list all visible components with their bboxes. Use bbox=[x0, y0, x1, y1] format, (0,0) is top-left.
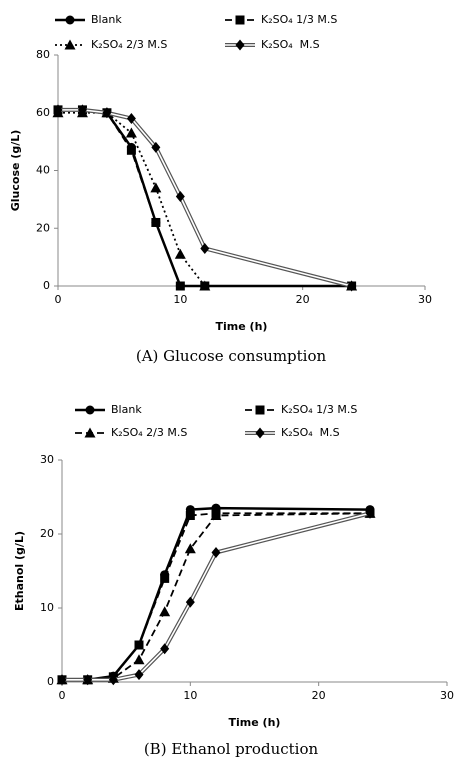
marker bbox=[126, 113, 136, 125]
x-tick-label: 30 bbox=[440, 689, 454, 702]
legend-label: K₂SO₄ 1/3 M.S bbox=[281, 403, 357, 416]
marker bbox=[126, 145, 136, 155]
y-tick-label: 10 bbox=[40, 601, 54, 614]
legend-marker bbox=[85, 405, 95, 415]
legend-label: K₂SO₄ 1/3 M.S bbox=[261, 13, 337, 26]
y-tick-label: 20 bbox=[36, 221, 50, 234]
x-tick-label: 10 bbox=[173, 293, 187, 306]
x-tick-label: 0 bbox=[55, 293, 62, 306]
x-tick-label: 30 bbox=[418, 293, 432, 306]
series-line bbox=[62, 511, 371, 682]
x-tick-label: 10 bbox=[183, 689, 197, 702]
legend-label: K₂SO₄ M.S bbox=[261, 38, 320, 51]
y-tick-label: 20 bbox=[40, 527, 54, 540]
legend-marker bbox=[235, 15, 245, 25]
x-tick-label: 0 bbox=[59, 689, 66, 702]
legend-label: K₂SO₄ 2/3 M.S bbox=[91, 38, 167, 51]
marker bbox=[133, 654, 145, 665]
series-line bbox=[58, 111, 352, 287]
x-axis-title: Time (h) bbox=[229, 716, 281, 729]
marker bbox=[174, 248, 186, 259]
series-line bbox=[62, 512, 371, 681]
legend-marker bbox=[64, 39, 76, 50]
marker bbox=[200, 242, 210, 254]
y-tick-label: 40 bbox=[36, 164, 50, 177]
marker bbox=[185, 511, 195, 520]
y-tick-label: 80 bbox=[36, 48, 50, 61]
marker bbox=[108, 674, 118, 686]
marker bbox=[57, 674, 67, 686]
marker bbox=[199, 280, 211, 291]
series-line bbox=[58, 107, 353, 288]
legend-marker bbox=[255, 405, 265, 415]
marker bbox=[151, 141, 161, 153]
y-axis-title: Glucose (g/L) bbox=[9, 130, 22, 212]
series-line bbox=[58, 108, 352, 288]
marker bbox=[134, 640, 144, 650]
marker bbox=[102, 107, 112, 119]
marker bbox=[347, 280, 357, 292]
series-line bbox=[58, 109, 352, 287]
y-tick-label: 60 bbox=[36, 106, 50, 119]
marker bbox=[160, 643, 170, 655]
marker bbox=[175, 190, 185, 202]
legend-marker bbox=[65, 15, 75, 25]
marker bbox=[134, 669, 144, 681]
marker bbox=[365, 507, 375, 519]
legend-label: K₂SO₄ M.S bbox=[281, 426, 340, 439]
legend-marker bbox=[84, 427, 96, 438]
series-line bbox=[62, 512, 371, 681]
legend-marker bbox=[235, 39, 245, 51]
caption: (B) Ethanol production bbox=[144, 740, 319, 758]
y-tick-label: 0 bbox=[43, 279, 50, 292]
marker bbox=[184, 543, 196, 554]
marker bbox=[185, 596, 195, 608]
marker bbox=[210, 510, 222, 520]
marker bbox=[159, 606, 171, 617]
series-line bbox=[58, 108, 352, 287]
x-tick-label: 20 bbox=[296, 293, 310, 306]
marker bbox=[175, 281, 185, 291]
marker bbox=[151, 217, 161, 227]
y-tick-label: 0 bbox=[47, 675, 54, 688]
marker bbox=[160, 573, 170, 583]
marker bbox=[211, 547, 221, 558]
legend-label: Blank bbox=[111, 403, 142, 416]
series-line bbox=[62, 512, 370, 681]
series-line bbox=[62, 506, 371, 682]
x-axis-title: Time (h) bbox=[216, 320, 268, 333]
marker bbox=[125, 127, 137, 138]
legend-label: K₂SO₄ 2/3 M.S bbox=[111, 426, 187, 439]
legend-marker bbox=[255, 427, 265, 439]
y-tick-label: 30 bbox=[40, 453, 54, 466]
legend-label: Blank bbox=[91, 13, 122, 26]
x-tick-label: 20 bbox=[312, 689, 326, 702]
caption: (A) Glucose consumption bbox=[136, 347, 327, 365]
y-axis-title: Ethanol (g/L) bbox=[13, 531, 26, 611]
marker bbox=[150, 182, 162, 193]
marker bbox=[53, 104, 63, 116]
marker bbox=[77, 104, 87, 116]
marker bbox=[83, 674, 93, 686]
